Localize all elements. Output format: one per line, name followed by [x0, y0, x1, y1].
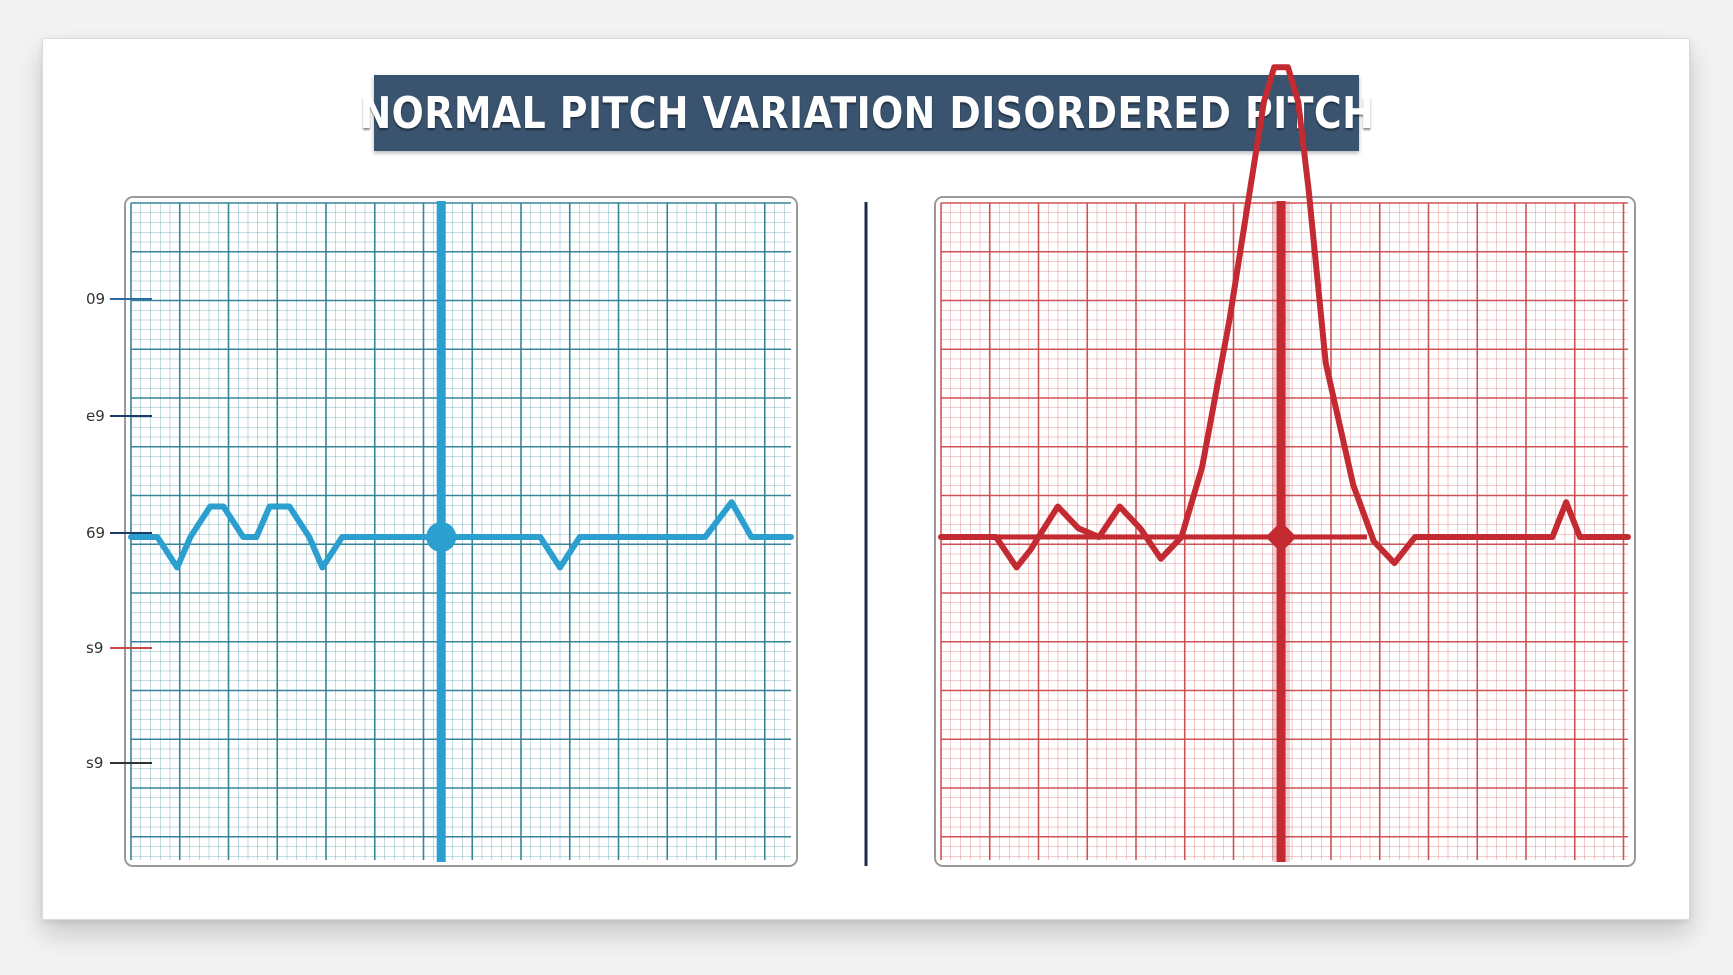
normal-y-axis: 09 e9 69 s9 s9	[86, 290, 152, 772]
disordered-plot	[938, 64, 1631, 862]
title-banner: NORMAL PITCH VARIATION DISORDERED PITCH	[359, 75, 1373, 151]
y-tick-label: e9	[86, 407, 105, 425]
normal-plot	[128, 201, 794, 862]
disordered-pitch-line	[938, 64, 1631, 571]
y-tick-label: 69	[86, 524, 105, 542]
chart-title: NORMAL PITCH VARIATION DISORDERED PITCH	[359, 87, 1374, 139]
normal-grid	[130, 202, 791, 860]
y-tick-label: s9	[86, 639, 103, 657]
y-tick-label: s9	[86, 754, 103, 772]
normal-intersection-marker	[426, 522, 457, 552]
normal-panel-frame	[124, 196, 798, 867]
y-tick-label: 09	[86, 290, 105, 308]
normal-pitch-line	[128, 499, 794, 571]
